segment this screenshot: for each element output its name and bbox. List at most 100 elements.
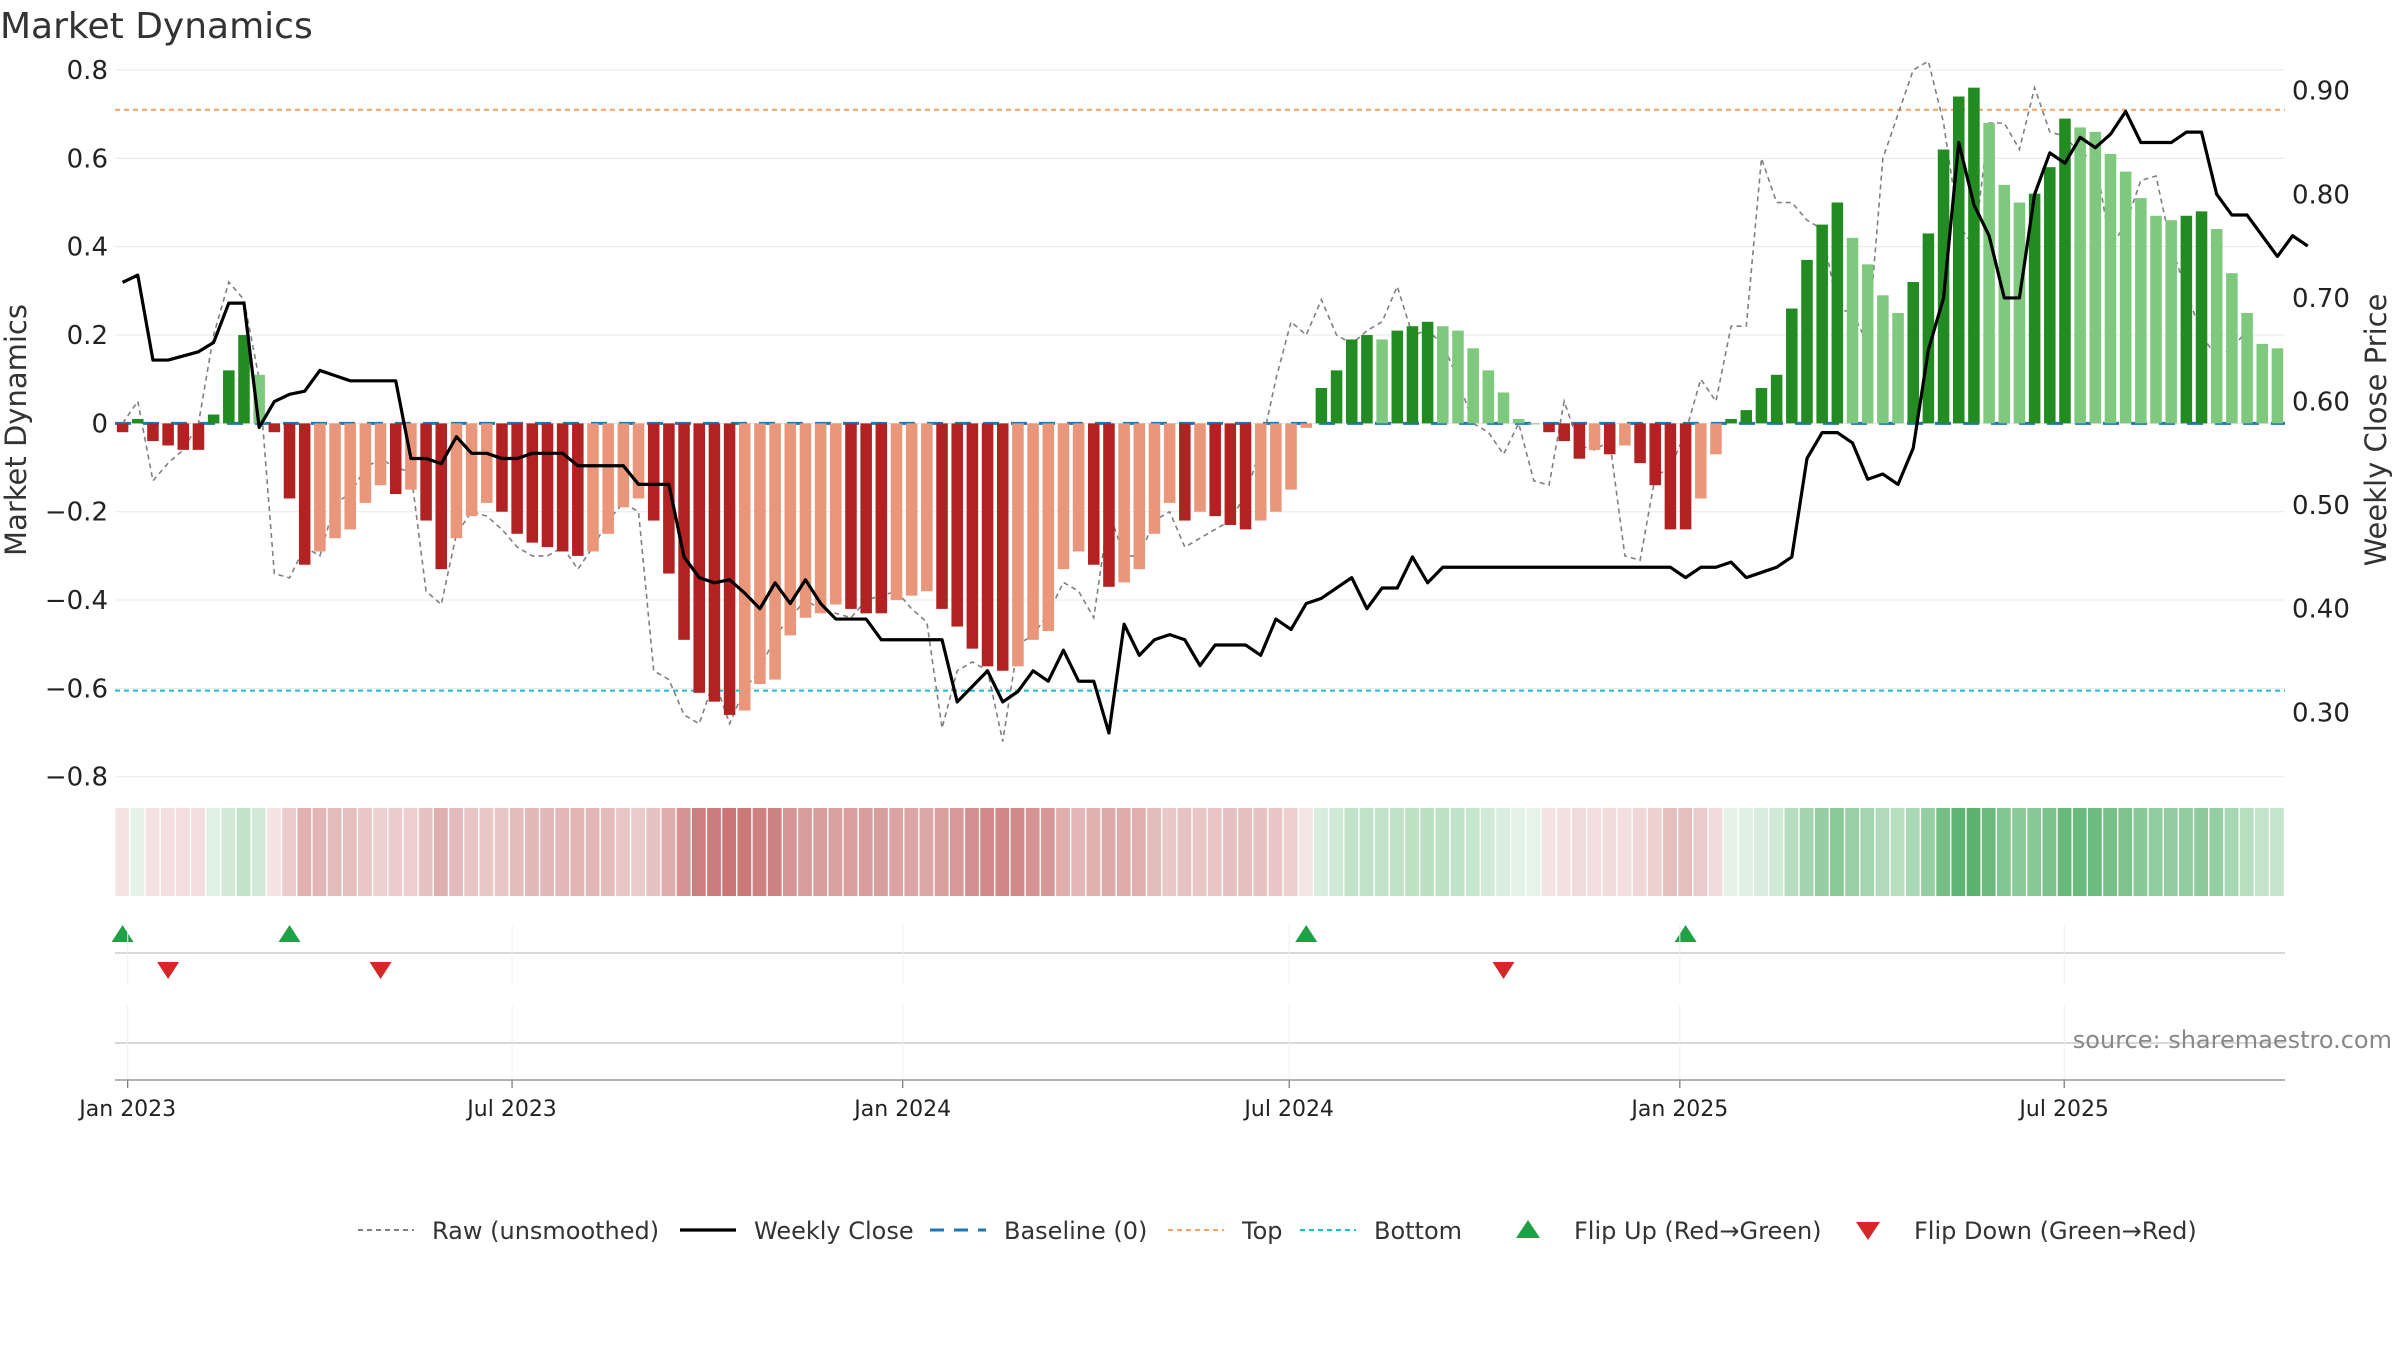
flip-up-marker	[1295, 925, 1318, 942]
y2-tick-label: 0.30	[2292, 698, 2350, 728]
heat-cell	[1132, 808, 1146, 896]
heat-cell	[1040, 808, 1055, 896]
bar	[1239, 423, 1252, 530]
heat-cell	[1981, 808, 1996, 896]
bar	[632, 423, 645, 499]
heat-cell	[1587, 808, 1602, 896]
bar	[1740, 410, 1753, 424]
bar	[951, 423, 963, 627]
heat-cell	[267, 808, 281, 896]
heat-cell	[1890, 808, 1905, 896]
bar	[1012, 423, 1024, 667]
bar	[1467, 348, 1479, 424]
bar	[1831, 202, 1844, 424]
bar	[1528, 423, 1540, 425]
heat-cell	[631, 808, 646, 896]
heat-cell	[2088, 808, 2102, 896]
bar	[192, 423, 205, 450]
bar	[2059, 118, 2071, 424]
heat-cell	[737, 808, 752, 896]
x-tick-label: Jan 2024	[852, 1097, 951, 1122]
bar	[2241, 312, 2253, 424]
bar	[1649, 423, 1662, 486]
heat-cell	[1344, 808, 1359, 896]
heat-cell	[1207, 808, 1222, 896]
heat-cell	[813, 808, 828, 896]
heat-cell	[1966, 808, 1981, 896]
y-axis-ticks: 0.8 0.6 0.4 0.2 0 −0.2 −0.4 −0.6 −0.8	[45, 56, 108, 793]
bar	[2150, 215, 2162, 424]
bar	[1892, 312, 1904, 424]
heat-cell	[1723, 808, 1738, 896]
bar	[1179, 423, 1191, 521]
heat-cell	[1481, 808, 1495, 896]
heat-cell	[479, 808, 494, 896]
y-tick-label: 0.2	[67, 321, 108, 351]
flip-down-marker	[369, 962, 392, 979]
heat-cell	[1298, 808, 1313, 896]
x-tick-label: Jan 2023	[77, 1097, 176, 1122]
bar-series	[116, 87, 2284, 715]
heat-cell	[1147, 808, 1161, 896]
bar	[223, 370, 235, 424]
heat-cell	[1268, 808, 1283, 896]
heat-cell	[707, 808, 721, 896]
bar	[1801, 259, 1813, 424]
heat-cell	[2209, 808, 2224, 896]
bar	[1133, 423, 1146, 570]
x-tick-label: Jul 2023	[465, 1097, 557, 1122]
y-tick-label: −0.4	[45, 586, 108, 616]
bar	[1361, 335, 1373, 424]
heat-cell	[2118, 808, 2133, 896]
heat-strip	[115, 808, 2284, 896]
y-tick-label: −0.6	[45, 674, 108, 704]
bar	[177, 423, 190, 450]
heat-cell	[2133, 808, 2148, 896]
bar	[754, 423, 766, 684]
bar	[1816, 224, 1828, 424]
heat-cell	[2239, 808, 2254, 896]
heat-cell	[798, 808, 812, 896]
bar	[1952, 96, 1965, 424]
flip-markers	[111, 925, 2285, 1044]
heat-cell	[600, 808, 615, 896]
heat-cell	[1572, 808, 1586, 896]
bar	[1194, 423, 1206, 512]
bar	[359, 423, 372, 503]
legend-item-flip_down-swatch	[1856, 1222, 1880, 1240]
bar	[1345, 339, 1358, 424]
legend-item-flip_up-label: Flip Up (Red→Green)	[1574, 1217, 1822, 1245]
bar	[769, 423, 781, 680]
heat-cell	[358, 808, 372, 896]
heat-cell	[1056, 808, 1070, 896]
heat-cell	[1708, 808, 1723, 896]
heat-cell	[1116, 808, 1131, 896]
heat-cell	[1860, 808, 1875, 896]
heat-cell	[509, 808, 524, 896]
bar	[708, 423, 721, 702]
bar	[1619, 423, 1631, 446]
bar	[905, 423, 918, 596]
heat-cell	[1754, 808, 1768, 896]
heat-cell	[433, 808, 448, 896]
bar	[1634, 423, 1646, 464]
bar	[1270, 423, 1282, 512]
heat-cell	[555, 808, 570, 896]
bar	[1679, 423, 1692, 530]
y2-tick-label: 0.60	[2292, 388, 2350, 418]
heat-cell	[995, 808, 1010, 896]
heat-cell	[221, 808, 236, 896]
x-tick-label: Jan 2025	[1629, 1097, 1728, 1122]
heat-cell	[1329, 808, 1344, 896]
heat-cell	[403, 808, 418, 896]
heat-cell	[1420, 808, 1435, 896]
heat-cell	[297, 808, 312, 896]
heat-cell	[676, 808, 691, 896]
bar	[1770, 374, 1783, 424]
bar	[693, 423, 705, 693]
bar	[2195, 211, 2208, 424]
bar	[1512, 418, 1525, 424]
bar	[860, 423, 872, 614]
y-tick-label: 0.8	[67, 56, 108, 86]
bar	[2028, 193, 2041, 424]
